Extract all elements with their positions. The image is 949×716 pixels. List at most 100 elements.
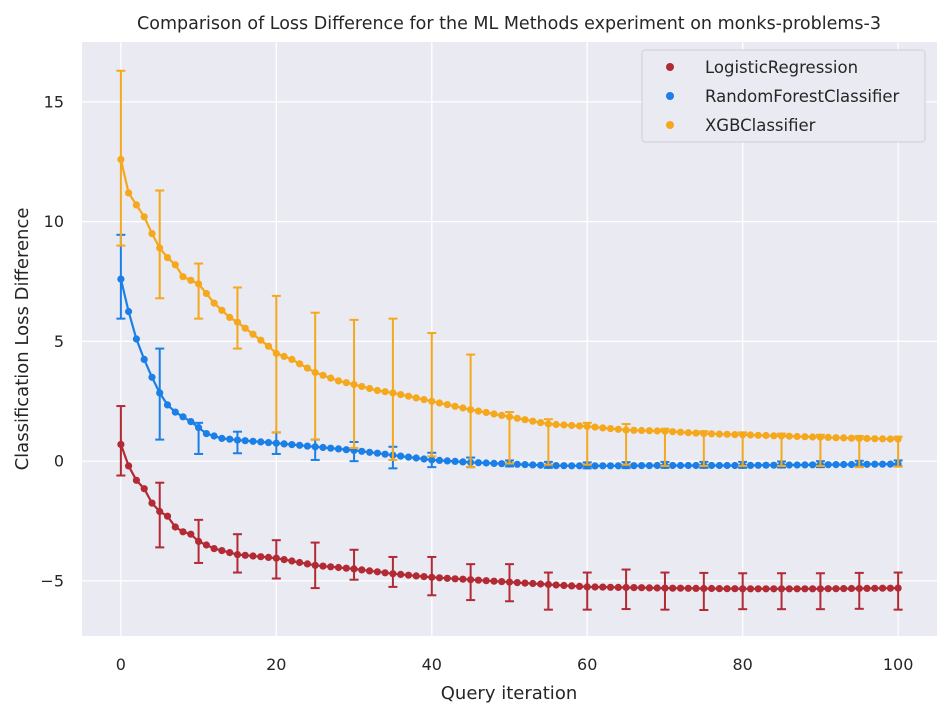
data-point xyxy=(241,437,249,445)
data-point xyxy=(708,430,716,438)
data-point xyxy=(606,462,615,470)
data-point xyxy=(132,335,140,343)
data-point xyxy=(125,307,133,316)
data-point xyxy=(785,432,793,440)
data-point xyxy=(879,435,887,443)
data-point xyxy=(187,530,195,538)
data-point xyxy=(249,437,257,445)
y-tick-label: 15 xyxy=(44,92,64,111)
data-point xyxy=(568,421,576,430)
data-point xyxy=(552,462,560,470)
data-point xyxy=(560,462,568,470)
data-point xyxy=(529,417,537,425)
data-point xyxy=(630,426,638,434)
data-point xyxy=(156,507,164,516)
legend-marker xyxy=(666,92,674,100)
data-point xyxy=(319,562,327,570)
data-point xyxy=(257,553,265,561)
x-axis-label: Query iteration xyxy=(441,683,577,704)
data-point xyxy=(871,435,879,443)
legend-marker xyxy=(666,121,674,129)
data-point xyxy=(296,360,304,368)
data-point xyxy=(669,461,677,470)
data-point xyxy=(467,406,475,414)
data-point xyxy=(381,450,389,458)
data-point xyxy=(334,377,343,385)
data-point xyxy=(163,401,172,409)
data-point xyxy=(622,583,630,592)
data-point xyxy=(505,413,514,421)
data-point xyxy=(676,584,685,592)
data-point xyxy=(249,552,257,560)
data-point xyxy=(140,485,148,493)
data-point xyxy=(280,556,288,564)
data-point xyxy=(606,425,615,433)
data-point xyxy=(132,201,140,209)
data-point xyxy=(537,461,545,469)
data-point xyxy=(389,570,397,578)
data-point xyxy=(373,449,381,457)
data-point xyxy=(226,549,234,557)
data-point xyxy=(350,380,358,389)
data-point xyxy=(451,575,459,583)
data-point xyxy=(218,547,226,555)
data-point xyxy=(708,461,716,470)
data-point xyxy=(638,584,646,592)
data-point xyxy=(871,460,879,468)
data-point xyxy=(599,424,607,432)
data-point xyxy=(397,391,405,399)
data-point xyxy=(435,456,444,464)
data-point xyxy=(575,582,584,591)
data-point xyxy=(397,452,405,460)
data-point xyxy=(404,392,413,400)
data-point xyxy=(785,461,793,469)
data-point xyxy=(264,553,273,562)
data-point xyxy=(653,584,661,592)
data-point xyxy=(754,431,762,439)
data-point xyxy=(163,512,172,520)
data-point xyxy=(521,461,529,469)
data-point xyxy=(816,585,825,593)
data-point xyxy=(233,436,242,444)
data-point xyxy=(117,155,125,163)
data-point xyxy=(599,583,607,591)
data-point xyxy=(560,421,568,429)
x-tick-label: 100 xyxy=(883,655,914,674)
data-point xyxy=(575,462,584,470)
data-point xyxy=(140,213,148,221)
chart-title: Comparison of Loss Difference for the ML… xyxy=(137,14,881,34)
data-point xyxy=(428,573,436,581)
data-point xyxy=(241,551,249,559)
data-point xyxy=(187,276,195,284)
data-point xyxy=(373,568,381,576)
data-point xyxy=(568,462,576,470)
data-point xyxy=(591,583,599,591)
data-point xyxy=(358,447,366,455)
data-point xyxy=(583,583,591,591)
data-point xyxy=(723,585,731,593)
data-point xyxy=(855,434,863,442)
data-point xyxy=(871,584,879,592)
data-point xyxy=(645,427,654,435)
data-point xyxy=(218,434,226,442)
data-point xyxy=(723,461,731,470)
data-point xyxy=(163,254,172,262)
data-point xyxy=(195,280,203,288)
data-point xyxy=(474,407,482,415)
data-point xyxy=(832,461,840,469)
data-point xyxy=(715,430,724,438)
data-point xyxy=(179,273,187,281)
data-point xyxy=(770,585,778,593)
data-point xyxy=(249,330,257,338)
data-point xyxy=(560,581,568,590)
data-point xyxy=(638,426,646,435)
data-point xyxy=(311,561,319,569)
data-point xyxy=(412,572,420,580)
data-point xyxy=(809,433,817,441)
legend: LogisticRegression RandomForestClassifier… xyxy=(641,49,926,143)
data-point xyxy=(840,434,848,442)
data-point xyxy=(226,313,234,321)
data-point xyxy=(210,299,218,307)
data-point xyxy=(148,230,156,238)
data-point xyxy=(606,583,615,591)
